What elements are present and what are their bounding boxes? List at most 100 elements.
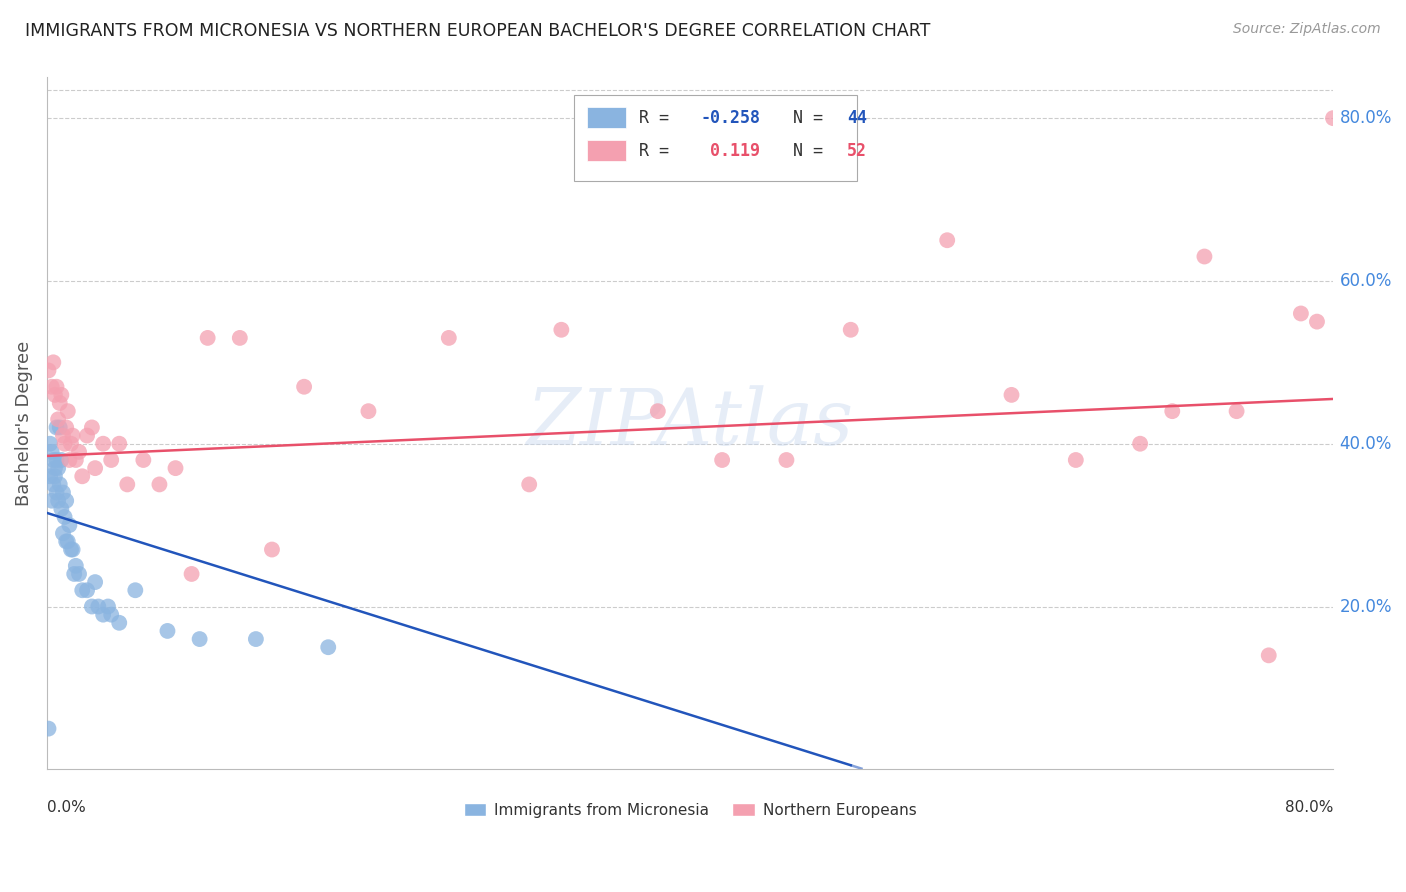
FancyBboxPatch shape [588, 107, 626, 128]
Point [1322, 111, 1344, 125]
Point [56, 404, 79, 418]
Point [51, 501, 73, 516]
Point [124, 583, 146, 598]
Point [936, 233, 959, 247]
Point [45, 420, 67, 434]
Point [148, 477, 170, 491]
Point [1226, 404, 1249, 418]
Point [84, 575, 107, 590]
Point [245, 632, 267, 646]
Text: -0.258: -0.258 [700, 109, 761, 127]
Point [46, 412, 69, 426]
Point [56, 534, 79, 549]
Point [72, 583, 94, 598]
Point [316, 640, 339, 655]
Point [711, 453, 734, 467]
Point [550, 323, 572, 337]
Text: 0.119: 0.119 [700, 142, 761, 160]
Point [52, 526, 75, 541]
Point [37, 363, 59, 377]
Legend: Immigrants from Micronesia, Northern Europeans: Immigrants from Micronesia, Northern Eur… [457, 797, 922, 824]
Text: R =: R = [638, 109, 679, 127]
Point [58, 518, 80, 533]
Point [165, 461, 187, 475]
Point [52, 485, 75, 500]
Point [67, 445, 90, 459]
Point [65, 558, 87, 573]
Point [1129, 436, 1152, 450]
Point [1289, 306, 1312, 320]
Point [100, 607, 122, 622]
Point [42, 355, 65, 369]
Point [132, 453, 155, 467]
Point [39, 469, 62, 483]
Point [839, 323, 862, 337]
Point [52, 428, 75, 442]
Point [67, 566, 90, 581]
Point [42, 453, 65, 467]
Point [60, 436, 83, 450]
Point [44, 461, 66, 475]
Point [60, 542, 83, 557]
Point [42, 477, 65, 491]
Point [84, 461, 107, 475]
Point [55, 534, 77, 549]
Point [37, 722, 59, 736]
Text: 80.0%: 80.0% [1340, 109, 1392, 128]
Point [53, 436, 76, 450]
Point [517, 477, 540, 491]
Text: 40.0%: 40.0% [1340, 434, 1392, 453]
Point [91, 436, 114, 450]
Point [62, 428, 84, 442]
Point [51, 388, 73, 402]
Point [108, 615, 131, 630]
Text: N =: N = [793, 142, 832, 160]
Point [1306, 315, 1329, 329]
Text: Source: ZipAtlas.com: Source: ZipAtlas.com [1233, 22, 1381, 37]
Point [229, 331, 252, 345]
Point [41, 493, 63, 508]
Point [63, 566, 86, 581]
Point [647, 404, 669, 418]
Point [45, 453, 67, 467]
Point [1194, 250, 1216, 264]
Point [39, 436, 62, 450]
Point [55, 493, 77, 508]
Point [1000, 388, 1022, 402]
Point [55, 420, 77, 434]
Y-axis label: Bachelor's Degree: Bachelor's Degree [15, 341, 32, 506]
Point [65, 453, 87, 467]
Text: R =: R = [638, 142, 679, 160]
Point [91, 607, 114, 622]
Text: N =: N = [793, 109, 832, 127]
Point [357, 404, 380, 418]
Text: 80.0%: 80.0% [1285, 800, 1333, 815]
Point [156, 624, 179, 638]
Point [1161, 404, 1184, 418]
Point [48, 477, 70, 491]
Point [80, 599, 103, 614]
Point [41, 445, 63, 459]
Point [100, 453, 122, 467]
Point [1257, 648, 1279, 663]
Point [188, 632, 211, 646]
Text: 20.0%: 20.0% [1340, 598, 1392, 615]
FancyBboxPatch shape [588, 140, 626, 161]
Text: 60.0%: 60.0% [1340, 272, 1392, 290]
Point [180, 566, 202, 581]
Point [44, 388, 66, 402]
Point [41, 380, 63, 394]
Text: 0.0%: 0.0% [46, 800, 86, 815]
Point [48, 396, 70, 410]
Text: ZIPAtlas: ZIPAtlas [526, 385, 853, 461]
FancyBboxPatch shape [574, 95, 858, 181]
Point [62, 542, 84, 557]
Point [76, 583, 98, 598]
Point [44, 469, 66, 483]
Point [197, 331, 219, 345]
Point [76, 428, 98, 442]
Point [292, 380, 315, 394]
Point [51, 453, 73, 467]
Point [45, 380, 67, 394]
Point [108, 436, 131, 450]
